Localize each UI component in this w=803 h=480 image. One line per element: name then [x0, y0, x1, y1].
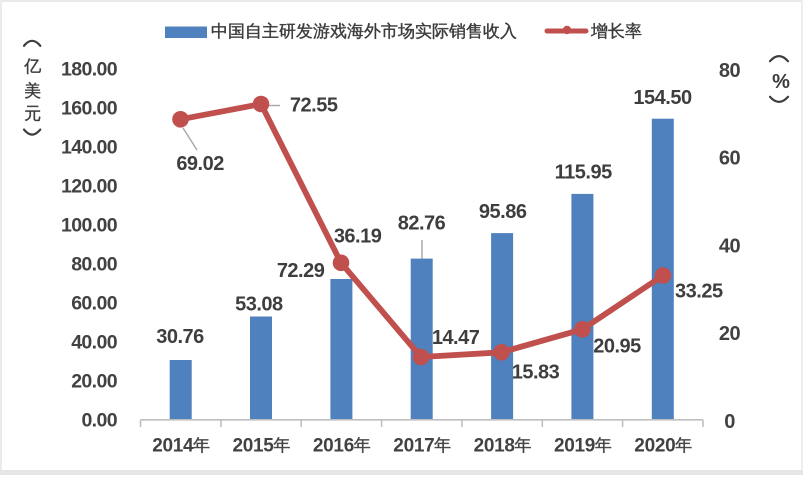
- svg-text:95.86: 95.86: [479, 201, 527, 223]
- svg-text:115.95: 115.95: [555, 162, 612, 184]
- svg-text:20: 20: [719, 323, 741, 345]
- svg-text:154.50: 154.50: [633, 87, 692, 109]
- svg-text:120.00: 120.00: [61, 176, 118, 198]
- svg-text:14.47: 14.47: [432, 327, 480, 349]
- svg-text:80.00: 80.00: [71, 254, 118, 276]
- svg-text:%: %: [772, 71, 790, 93]
- svg-text:2014: 2014: [152, 436, 194, 457]
- svg-text:40: 40: [719, 235, 741, 257]
- svg-text:36.19: 36.19: [334, 226, 382, 248]
- svg-text:80: 80: [719, 60, 741, 82]
- svg-text:33.25: 33.25: [675, 281, 723, 303]
- svg-text:72.29: 72.29: [277, 260, 325, 282]
- svg-text:60.00: 60.00: [71, 293, 118, 315]
- svg-text:2016: 2016: [313, 436, 354, 457]
- svg-text:60: 60: [719, 148, 741, 170]
- svg-text:53.08: 53.08: [235, 293, 283, 315]
- svg-text:30.76: 30.76: [156, 326, 204, 348]
- svg-text:0.00: 0.00: [81, 410, 117, 432]
- svg-text:160.00: 160.00: [61, 98, 118, 120]
- svg-text:180.00: 180.00: [61, 59, 118, 81]
- svg-text:15.83: 15.83: [512, 361, 560, 383]
- svg-text:69.02: 69.02: [176, 153, 224, 175]
- svg-text:140.00: 140.00: [61, 137, 118, 159]
- svg-text:0: 0: [724, 411, 735, 433]
- svg-text:20.00: 20.00: [71, 371, 118, 393]
- svg-text:20.95: 20.95: [593, 336, 641, 358]
- svg-text:2020: 2020: [634, 436, 675, 457]
- svg-text:2019: 2019: [554, 436, 595, 457]
- svg-text:72.55: 72.55: [290, 95, 338, 117]
- svg-text:2018: 2018: [474, 436, 515, 457]
- svg-text:100.00: 100.00: [61, 215, 118, 237]
- svg-text:40.00: 40.00: [71, 332, 118, 354]
- svg-text:82.76: 82.76: [398, 212, 446, 234]
- svg-text:2015: 2015: [233, 436, 275, 457]
- svg-text:2017: 2017: [393, 436, 434, 457]
